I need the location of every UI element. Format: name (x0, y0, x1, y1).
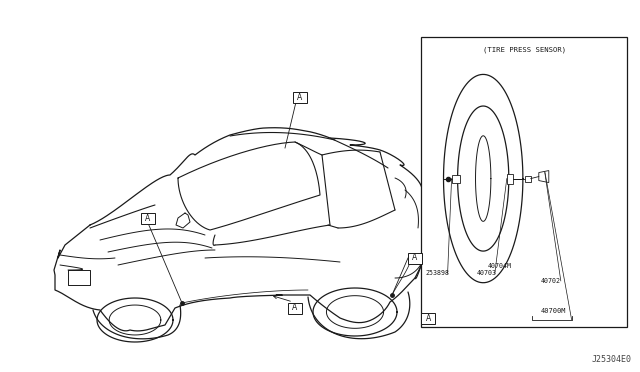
Text: A: A (298, 93, 303, 102)
Bar (452, 174, 460, 183)
Text: A: A (145, 214, 150, 222)
Bar (507, 174, 513, 183)
Text: A: A (292, 304, 298, 312)
Text: J25304E0: J25304E0 (592, 355, 632, 364)
Bar (141, 212, 155, 224)
Text: (TIRE PRESS SENSOR): (TIRE PRESS SENSOR) (483, 47, 566, 54)
Text: A: A (426, 314, 431, 323)
Text: 40700M: 40700M (541, 308, 566, 314)
Text: 253898: 253898 (426, 270, 449, 276)
Bar (293, 92, 307, 103)
Bar (421, 312, 435, 324)
Text: 40702: 40702 (541, 278, 561, 284)
Text: 40703: 40703 (477, 270, 497, 276)
Bar (288, 302, 302, 314)
Text: A: A (412, 253, 418, 263)
Text: 40704M: 40704M (488, 263, 511, 269)
Bar (408, 253, 422, 263)
Bar (525, 176, 531, 182)
Bar (421, 37, 627, 327)
